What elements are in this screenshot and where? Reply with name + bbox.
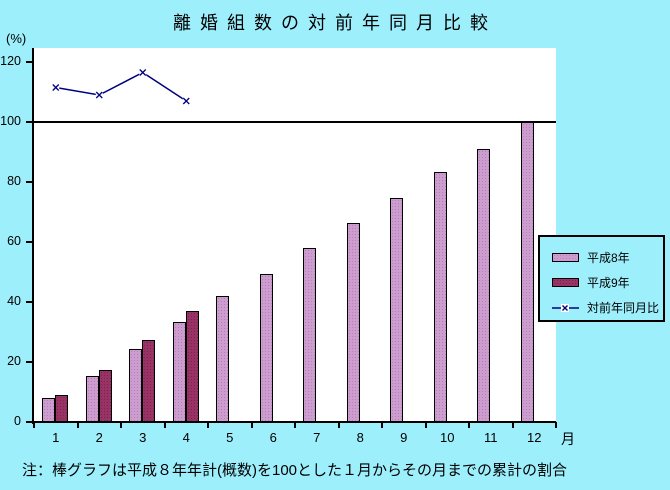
y-axis-unit-label: (%) [6,31,27,46]
line-marker-x-icon [139,69,147,76]
y-axis-tick-label: 80 [7,174,21,188]
line-marker-x-icon [182,97,190,105]
x-axis-tick-label: 3 [139,430,147,445]
x-axis-tick-label: 1 [52,430,60,445]
legend-swatch-heisei9 [552,278,579,287]
trend-line-chart [52,69,190,105]
x-axis-tick-label: 8 [356,430,364,445]
y-axis-tick-label: 120 [0,54,21,68]
x-axis-tick-label: 9 [400,430,408,445]
y-axis-tick-label: 0 [14,414,21,428]
y-axis-tick-label: 60 [7,234,21,248]
x-axis-tick-label: 6 [269,430,277,445]
legend-line-marker-icon [552,303,579,312]
y-axis-tick-label: 40 [7,294,21,308]
legend-label-heisei8: 平成8年 [587,251,630,265]
x-axis-tick-label: 12 [527,430,542,445]
trend-line [55,71,187,102]
legend-label-heisei9: 平成9年 [587,276,630,290]
legend: 平成8年 平成9年 対前年同月比 [538,235,665,322]
x-axis-tick-label: 5 [226,430,234,445]
legend-item-heisei9: 平成9年 [552,270,663,295]
line-marker-x-icon [95,91,103,99]
line-marker-x-icon [52,84,60,91]
y-axis-tick-label: 20 [7,354,21,368]
legend-item-heisei8: 平成8年 [552,245,663,270]
x-axis-tick-label: 11 [484,430,498,445]
x-axis-unit-label: 月 [561,431,575,447]
plot-area [34,48,556,422]
x-axis-tick-label: 4 [182,430,190,445]
x-axis-tick-label: 7 [313,430,321,445]
chart-title: 離婚組数の対前年同月比較 [173,13,497,33]
y-axis-tick-label: 100 [0,114,21,128]
footnote: 注：棒グラフは平成８年年計(概数)を100とした１月からその月までの累計の割合 [22,462,568,479]
legend-swatch-heisei8 [552,253,579,262]
legend-item-ratio: 対前年同月比 [552,295,663,320]
legend-label-ratio: 対前年同月比 [587,301,660,315]
x-axis-tick-label: 2 [95,430,103,445]
x-axis-tick-label: 10 [440,430,455,445]
y-axis-line [32,48,34,424]
